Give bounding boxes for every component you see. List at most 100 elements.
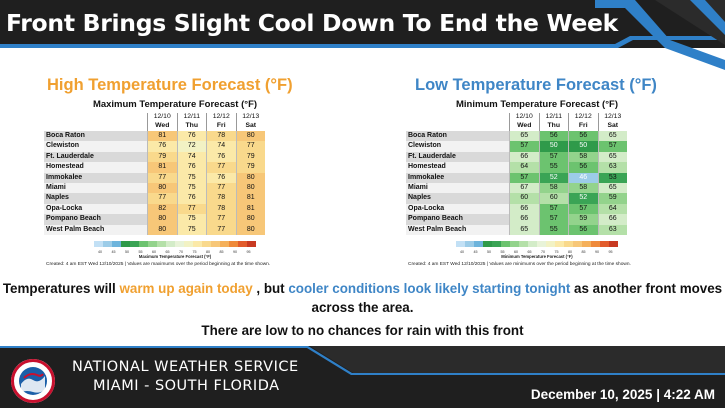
column-day: Wed <box>517 121 532 129</box>
forecast-message: Temperatures will warm up again today , … <box>0 279 725 317</box>
temperature-cell: 59 <box>568 214 598 225</box>
table-footnote: Created: 4 am EST Wed 12/10/2025 | Value… <box>408 262 631 267</box>
temperature-cell: 81 <box>235 193 265 204</box>
scale-tick: 95 <box>609 250 613 254</box>
city-name: Clewiston <box>44 141 147 152</box>
temperature-cell: 56 <box>568 224 598 235</box>
temperature-cell: 77 <box>147 172 177 183</box>
scale-swatch <box>121 241 130 247</box>
column-date: 12/10 <box>153 113 171 120</box>
scale-tick: 80 <box>568 250 572 254</box>
temperature-cell: 76 <box>206 151 236 163</box>
city-name: Opa-Locka <box>406 203 509 215</box>
scale-tick: 80 <box>206 250 210 254</box>
scale-swatch <box>465 241 474 247</box>
temperature-cell: 77 <box>206 214 236 225</box>
column-date: 12/12 <box>574 113 592 120</box>
scale-swatch <box>139 241 148 247</box>
agency-name: NATIONAL WEATHER SERVICE <box>72 359 299 375</box>
column-header: 12/12 Fri <box>206 113 236 131</box>
scale-tick: 45 <box>112 250 116 254</box>
scale-swatch <box>103 241 112 247</box>
column-header: 12/13 Sat <box>235 113 266 131</box>
column-date: 12/11 <box>545 113 562 120</box>
scale-swatch <box>600 241 609 247</box>
temperature-cell: 79 <box>147 151 177 163</box>
scale-swatch <box>247 241 256 247</box>
temperature-cell: 76 <box>147 141 177 152</box>
temperature-cell: 52 <box>538 172 568 183</box>
temperature-cell: 59 <box>597 193 627 204</box>
scale-swatch <box>546 241 555 247</box>
table-row: Boca Raton 65 56 56 65 <box>406 131 627 142</box>
column-day: Fri <box>578 121 588 129</box>
header-blank <box>406 113 509 131</box>
header-accent-line <box>0 36 725 48</box>
table-row: Pompano Beach 66 57 59 66 <box>406 214 627 225</box>
temperature-cell: 80 <box>147 224 177 235</box>
table-row: Boca Raton 81 76 78 80 <box>44 131 265 142</box>
temperature-cell: 76 <box>176 131 206 142</box>
temperature-cell: 56 <box>568 131 598 142</box>
temperature-cell: 65 <box>597 131 627 142</box>
temperature-cell: 46 <box>568 172 598 183</box>
color-scale <box>94 241 256 247</box>
city-name: Homestead <box>44 162 147 173</box>
temperature-cell: 63 <box>597 224 627 235</box>
low-forecast-heading: Low Temperature Forecast (°F) <box>415 76 657 94</box>
temperature-cell: 76 <box>176 193 206 204</box>
table-row: Immokalee 57 52 46 53 <box>406 172 627 183</box>
temperature-cell: 66 <box>509 203 539 215</box>
city-name: Immokalee <box>44 172 147 183</box>
temperature-cell: 77 <box>206 224 236 235</box>
scale-swatch <box>501 241 510 247</box>
temperature-cell: 80 <box>235 224 265 235</box>
temperature-cell: 75 <box>176 172 206 183</box>
column-date: 12/13 <box>604 113 622 120</box>
scale-swatch <box>112 241 121 247</box>
scale-tick: 60 <box>514 250 518 254</box>
scale-swatch <box>537 241 546 247</box>
column-date: 12/10 <box>515 113 533 120</box>
temperature-cell: 77 <box>147 193 177 204</box>
scale-tick: 70 <box>541 250 545 254</box>
scale-tick: 65 <box>166 250 170 254</box>
temperature-cell: 57 <box>509 141 539 152</box>
temperature-cell: 65 <box>597 182 627 194</box>
temperature-cell: 57 <box>538 203 568 215</box>
temperature-cell: 53 <box>597 172 627 183</box>
column-day: Sat <box>245 121 257 129</box>
scale-swatch <box>148 241 157 247</box>
scale-tick: 75 <box>555 250 559 254</box>
temperature-cell: 67 <box>509 182 539 194</box>
scale-swatch <box>166 241 175 247</box>
column-day: Thu <box>185 121 198 129</box>
city-name: Naples <box>406 193 509 204</box>
column-header: 12/10 Wed <box>147 113 177 131</box>
table-footnote: Created: 4 am EST Wed 12/10/2025 | Value… <box>46 262 271 267</box>
temperature-cell: 57 <box>538 214 568 225</box>
temperature-cell: 75 <box>176 224 206 235</box>
temperature-cell: 80 <box>235 182 265 194</box>
scale-tick: 90 <box>595 250 599 254</box>
scale-tick: 65 <box>528 250 532 254</box>
temperature-cell: 58 <box>568 182 598 194</box>
scale-label: Maximum Temperature Forecast (°F) <box>138 254 212 259</box>
scale-swatch <box>229 241 238 247</box>
header-blank <box>44 113 147 131</box>
page-title: Front Brings Slight Cool Down To End the… <box>6 9 618 37</box>
scale-label: Minimum Temperature Forecast (°F) <box>501 254 573 259</box>
low-table-grid: 12/10 Wed 12/11 Thu 12/12 Fri 12/13 Sat Boca Rat… <box>406 113 627 235</box>
temperature-cell: 81 <box>147 162 177 173</box>
temperature-cell: 80 <box>147 214 177 225</box>
scale-swatch <box>564 241 573 247</box>
temperature-cell: 74 <box>206 141 236 152</box>
temperature-cell: 60 <box>538 193 568 204</box>
temperature-cell: 50 <box>538 141 568 152</box>
scale-swatch <box>609 241 618 247</box>
scale-swatch <box>492 241 501 247</box>
scale-swatch <box>220 241 229 247</box>
temperature-cell: 77 <box>206 182 236 194</box>
column-day: Sat <box>607 121 619 129</box>
scale-swatch <box>211 241 220 247</box>
